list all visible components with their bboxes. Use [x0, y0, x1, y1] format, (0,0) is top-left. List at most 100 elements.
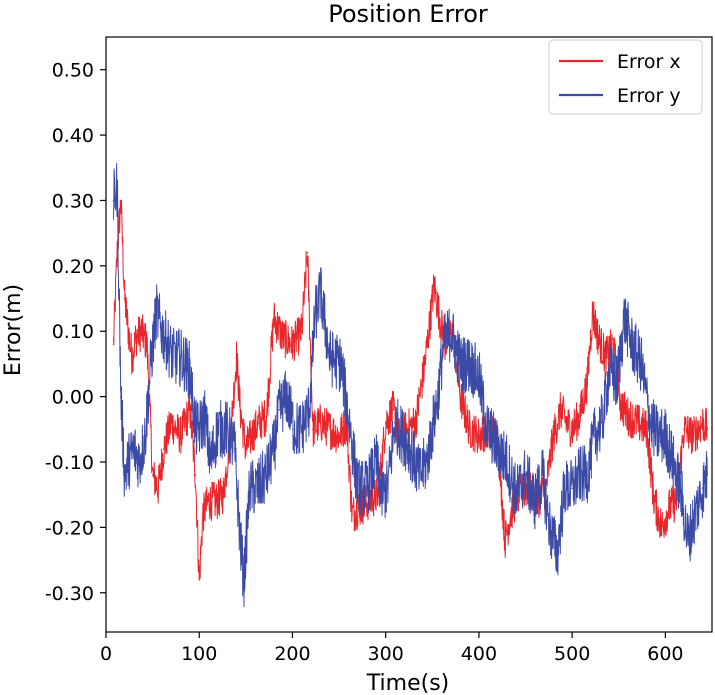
data-point	[194, 428, 197, 431]
y-tick-label: 0.40	[52, 125, 94, 147]
data-point	[329, 356, 331, 359]
data-point	[312, 428, 314, 431]
data-point	[301, 330, 303, 333]
data-point	[433, 284, 436, 287]
data-point	[496, 448, 499, 450]
data-point	[131, 356, 133, 359]
data-point	[314, 317, 316, 320]
data-point	[179, 435, 182, 437]
data-point	[377, 493, 380, 496]
x-tick-label: 200	[274, 643, 310, 665]
data-point	[631, 343, 633, 346]
data-point	[215, 500, 217, 503]
x-tick-label: 0	[100, 643, 112, 665]
data-point	[138, 461, 141, 463]
data-point	[679, 487, 682, 490]
data-point	[660, 526, 663, 529]
data-point	[120, 395, 122, 398]
data-point	[653, 500, 655, 503]
data-point	[381, 493, 383, 496]
data-point	[189, 369, 191, 372]
data-point	[127, 461, 130, 463]
data-point	[552, 435, 555, 437]
data-point	[144, 435, 146, 437]
data-point	[604, 356, 607, 359]
data-point	[645, 428, 648, 431]
data-point	[233, 448, 236, 450]
data-point	[431, 428, 434, 431]
data-point	[239, 408, 242, 411]
data-point	[619, 402, 622, 405]
data-point	[329, 428, 331, 431]
plot-frame	[105, 36, 713, 633]
legend-label-error-x: Error x	[617, 51, 681, 73]
data-point	[265, 415, 268, 418]
data-point	[668, 507, 670, 509]
data-point	[243, 578, 245, 581]
data-point	[123, 297, 126, 300]
data-point	[424, 363, 426, 365]
data-point	[273, 317, 275, 320]
data-point	[338, 435, 340, 437]
data-point	[217, 428, 219, 431]
data-point	[578, 415, 581, 418]
data-point	[351, 513, 353, 516]
data-point	[150, 363, 152, 365]
data-point	[163, 448, 165, 450]
data-point	[565, 422, 568, 424]
data-point	[172, 356, 174, 359]
x-tick-label: 600	[647, 643, 683, 665]
data-point	[640, 363, 642, 365]
data-point	[612, 343, 614, 346]
data-point	[258, 422, 260, 424]
data-point	[189, 408, 191, 411]
data-point	[120, 199, 122, 202]
y-tick-label: -0.10	[45, 452, 94, 474]
data-point	[616, 382, 618, 385]
data-point	[701, 487, 704, 490]
y-tick-label: 0.50	[52, 60, 94, 82]
data-point	[127, 330, 130, 333]
data-point	[386, 487, 389, 490]
data-point	[524, 474, 527, 476]
data-point	[425, 461, 428, 463]
data-point	[140, 330, 143, 333]
data-point	[198, 578, 200, 581]
plot-area	[112, 163, 709, 608]
y-tick-label: -0.20	[45, 517, 94, 539]
data-point	[340, 363, 342, 365]
data-point	[563, 487, 566, 490]
data-point	[392, 408, 395, 411]
data-point	[623, 317, 626, 320]
x-tick-label: 300	[368, 643, 404, 665]
data-point	[116, 186, 118, 189]
data-point	[123, 474, 126, 476]
data-point	[549, 526, 551, 529]
data-point	[506, 461, 508, 463]
data-point	[278, 408, 281, 411]
data-point	[308, 408, 311, 411]
data-point	[515, 493, 517, 496]
data-point	[375, 461, 378, 463]
data-point	[468, 428, 471, 431]
data-point	[273, 448, 275, 450]
data-point	[194, 474, 197, 476]
data-point	[202, 513, 204, 516]
data-point	[437, 395, 439, 398]
data-point	[366, 487, 368, 490]
data-point	[248, 487, 251, 490]
data-point	[291, 343, 294, 346]
x-tick-label: 400	[461, 643, 497, 665]
data-point	[198, 428, 200, 431]
data-point	[306, 252, 309, 254]
data-point	[146, 343, 148, 346]
data-point	[282, 337, 284, 339]
data-point	[692, 435, 695, 437]
data-point	[601, 422, 603, 424]
data-point	[571, 428, 573, 431]
data-point	[418, 474, 421, 476]
data-point	[265, 474, 268, 476]
data-point	[112, 199, 115, 202]
data-point	[608, 369, 611, 372]
